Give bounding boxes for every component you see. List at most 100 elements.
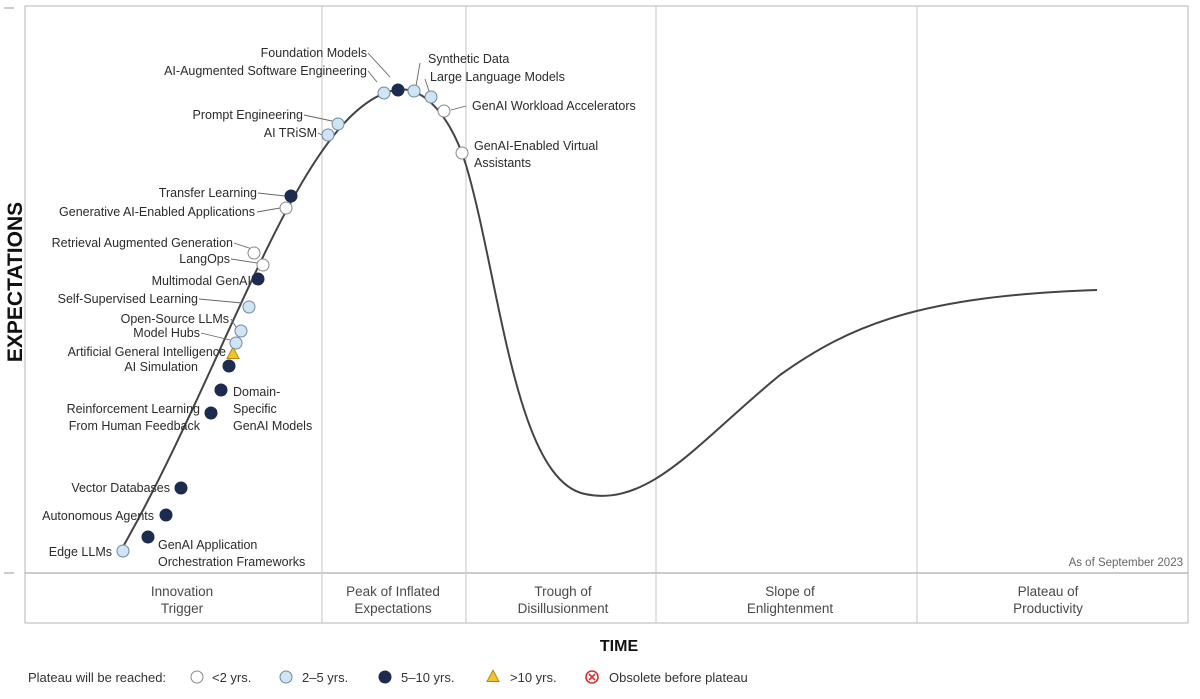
tech-synthetic-data: Synthetic Data — [407, 52, 509, 98]
leader-line — [198, 298, 243, 304]
legend-label: Obsolete before plateau — [609, 670, 748, 685]
tech-marker — [455, 146, 469, 160]
legend-item-2-yrs: <2 yrs. — [190, 670, 251, 685]
tech-genai-enabled-virtual-assistants: GenAI-Enabled Virtual Assistants — [455, 139, 598, 170]
leader-line — [367, 70, 378, 83]
tech-multimodal-genai: Multimodal GenAI — [152, 272, 265, 288]
leader-line — [230, 258, 258, 264]
legend-marker-5to10 — [378, 670, 392, 684]
leader-line — [367, 52, 391, 78]
chart-frame: EXPECTATIONS TIME As of September 2023 — [4, 5, 1189, 655]
tech-label: GenAI Application Orchestration Framework… — [158, 538, 305, 569]
tech-marker — [159, 508, 173, 522]
technology-layer: Edge LLMs GenAI Application Orchestration … — [42, 46, 636, 569]
tech-label: Generative AI-Enabled Applications — [59, 205, 255, 219]
chart-border — [24, 5, 1189, 624]
tech-label: Model Hubs — [133, 326, 200, 340]
tech-edge-llms: Edge LLMs — [49, 544, 130, 559]
tech-prompt-engineering: Prompt Engineering — [193, 108, 345, 131]
as-of-date: As of September 2023 — [1069, 557, 1183, 569]
tech-label: Large Language Models — [430, 70, 565, 84]
tech-autonomous-agents: Autonomous Agents — [42, 508, 173, 523]
legend-prefix: Plateau will be reached: — [28, 670, 166, 685]
tech-vector-databases: Vector Databases — [71, 481, 188, 495]
tech-marker — [174, 481, 188, 495]
tech-generative-ai-enabled-applications: Generative AI-Enabled Applications — [59, 201, 293, 219]
tech-ai-augmented-software-engineering: AI-Augmented Software Engineering — [164, 64, 391, 100]
x-axis-title: TIME — [600, 638, 639, 655]
tech-label: Artificial General Intelligence — [68, 345, 226, 359]
leader-line — [415, 62, 421, 87]
hype-curve-layer — [119, 88, 1098, 553]
legend-label: 2–5 yrs. — [302, 670, 348, 685]
tech-marker — [321, 128, 335, 142]
tech-label: Multimodal GenAI — [152, 274, 251, 288]
tech-label: Vector Databases — [71, 481, 170, 495]
tech-marker — [377, 86, 391, 100]
legend-label: <2 yrs. — [212, 670, 251, 685]
tech-marker — [234, 324, 248, 338]
legend: Plateau will be reached: <2 yrs. 2–5 yrs. 5… — [28, 669, 748, 685]
tech-large-language-models: Large Language Models — [424, 70, 565, 104]
tech-genai-workload-accelerators: GenAI Workload Accelerators — [437, 99, 636, 118]
tech-label: AI Simulation — [124, 360, 198, 374]
legend-label: 5–10 yrs. — [401, 670, 454, 685]
leader-line — [450, 105, 467, 111]
tech-label: GenAI Workload Accelerators — [472, 99, 636, 113]
leader-line — [200, 332, 231, 341]
phase-label-peak-of-inflated-expectations: Peak of Inflated Expectations — [346, 584, 440, 616]
tech-marker — [204, 406, 218, 420]
phase-labels: Innovation Trigger Peak of Inflated Expecta… — [151, 584, 1083, 616]
tech-marker — [279, 201, 293, 215]
legend-item-obsolete-before-plateau: Obsolete before plateau — [585, 670, 748, 685]
leader-line — [317, 132, 323, 136]
tech-self-supervised-learning: Self-Supervised Learning — [58, 292, 256, 314]
tech-label: Reinforcement Learning From Human Feedbac… — [67, 402, 201, 433]
phase-label-trough-of-disillusionment: Trough of Disillusionment — [518, 584, 609, 616]
tech-label: Open-Source LLMs — [121, 312, 229, 326]
tech-foundation-models: Foundation Models — [261, 46, 405, 97]
tech-label: Autonomous Agents — [42, 509, 154, 523]
tech-marker — [437, 104, 451, 118]
tech-label: Self-Supervised Learning — [58, 292, 198, 306]
leader-line — [303, 114, 333, 122]
tech-marker — [242, 300, 256, 314]
tech-marker — [331, 117, 345, 131]
y-axis-title: EXPECTATIONS — [4, 202, 27, 362]
tech-label: LangOps — [179, 252, 230, 266]
tech-label: Transfer Learning — [159, 186, 257, 200]
legend-marker-gt10 — [486, 669, 500, 683]
tech-label: Foundation Models — [261, 46, 367, 60]
legend-item-2-5-yrs: 2–5 yrs. — [279, 670, 348, 685]
legend-item-5-10-yrs: 5–10 yrs. — [378, 670, 454, 685]
phase-label-slope-of-enlightenment: Slope of Enlightenment — [747, 584, 834, 616]
tech-label: Edge LLMs — [49, 545, 112, 559]
tech-label: AI TRiSM — [264, 126, 317, 140]
tech-label: Prompt Engineering — [193, 108, 304, 122]
tech-marker — [247, 246, 261, 260]
tech-ai-simulation: AI Simulation — [124, 359, 236, 374]
legend-label: >10 yrs. — [510, 670, 557, 685]
tech-reinforcement-learning-from-human-feedback: Reinforcement Learning From Human Feedbac… — [67, 402, 218, 433]
tech-marker — [141, 530, 155, 544]
tech-marker — [222, 359, 236, 373]
tech-transfer-learning: Transfer Learning — [159, 186, 298, 203]
tech-langops: LangOps — [179, 252, 270, 272]
tech-marker — [116, 544, 130, 558]
tech-label: GenAI-Enabled Virtual Assistants — [474, 139, 598, 170]
legend-item-10-yrs: >10 yrs. — [486, 669, 557, 685]
tech-marker — [226, 346, 240, 360]
leader-line — [230, 318, 237, 328]
tech-marker — [424, 90, 438, 104]
tech-model-hubs: Model Hubs — [133, 326, 243, 350]
tech-marker — [214, 383, 228, 397]
tech-label: Domain-Specific GenAI Models — [233, 385, 312, 433]
tech-ai-trism: AI TRiSM — [264, 126, 335, 142]
leader-line — [256, 207, 281, 213]
tech-marker — [256, 258, 270, 272]
hype-curve — [119, 88, 1098, 553]
tech-label: Synthetic Data — [428, 52, 509, 66]
tech-marker — [407, 84, 421, 98]
tech-label: Retrieval Augmented Generation — [52, 236, 233, 250]
